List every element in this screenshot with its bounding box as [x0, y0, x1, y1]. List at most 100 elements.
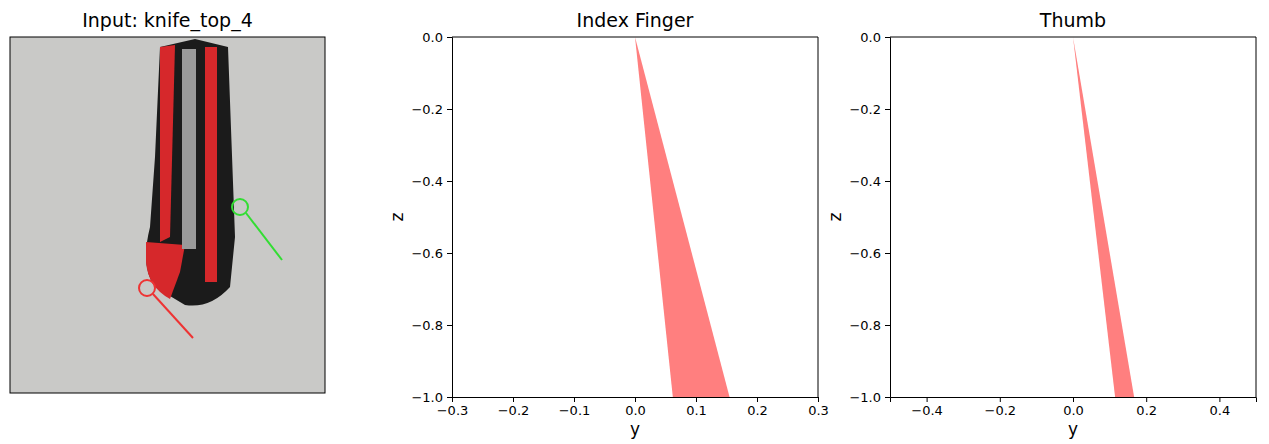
panel-title: Input: knife_top_4	[82, 9, 253, 32]
y-tick-mark	[447, 397, 452, 398]
knife-body	[146, 39, 235, 306]
x-tick-mark	[757, 397, 758, 402]
y-tick-label: 0.0	[860, 30, 881, 45]
x-tick-mark	[635, 397, 636, 402]
x-tick-mark	[574, 397, 575, 402]
x-tick-label: −0.1	[559, 403, 591, 418]
x-axis-line	[453, 398, 819, 403]
y-tick-mark	[447, 253, 452, 254]
y-tick-label: −0.4	[849, 174, 881, 189]
plot-area	[1073, 37, 1134, 397]
x-tick: −0.2	[985, 397, 1017, 418]
y-tick: −0.6	[411, 246, 452, 261]
x-tick-label: −0.2	[985, 403, 1017, 418]
figure: Input: knife_top_4 −0.3 −0.2 −0.1 0.0 0.1 0.2 0…	[0, 0, 1269, 444]
x-tick: −0.1	[559, 397, 591, 418]
x-tick-label: 0.4	[1210, 403, 1231, 418]
y-tick: −0.8	[849, 318, 890, 333]
y-tick-label: −0.8	[849, 318, 881, 333]
y-tick-mark	[885, 253, 890, 254]
x-tick-mark	[1146, 397, 1147, 402]
knife-blade	[182, 49, 196, 249]
plot-area	[635, 37, 730, 397]
x-axis: −0.4 −0.2 0.0 0.2 0.4	[891, 397, 1257, 418]
x-tick-label: −0.4	[911, 403, 943, 418]
x-tick-mark	[818, 397, 819, 402]
knife-end	[146, 242, 185, 299]
x-tick-mark	[927, 397, 928, 402]
frame-top	[890, 37, 1256, 38]
grasp-direction	[153, 294, 193, 338]
x-tick: 0.2	[1136, 397, 1157, 418]
x-tick: 0.0	[1063, 397, 1084, 418]
x-axis-title: y	[1068, 419, 1078, 439]
x-tick-mark	[1073, 397, 1074, 402]
y-axis-title: z	[387, 212, 407, 221]
y-axis: −1.0 −0.8 −0.6 −0.4 −0.2 0.0	[849, 30, 890, 405]
panel-title: Index Finger	[577, 9, 694, 31]
knife-grip	[160, 45, 175, 242]
x-tick: −0.2	[498, 397, 530, 418]
y-tick-mark	[885, 109, 890, 110]
frame-right	[1256, 37, 1257, 397]
grasp-marker	[139, 280, 155, 296]
knife-edge	[205, 47, 217, 282]
y-tick: −0.2	[849, 102, 890, 117]
frame-top	[452, 37, 818, 38]
x-tick: 0.1	[686, 397, 707, 418]
y-tick-mark	[447, 325, 452, 326]
x-tick-mark	[696, 397, 697, 402]
x-tick-label: 0.0	[625, 403, 646, 418]
x-tick-label: 0.1	[686, 403, 707, 418]
grasp-direction	[246, 213, 282, 260]
frame	[10, 37, 325, 393]
x-tick-label: 0.2	[1136, 403, 1157, 418]
x-tick-mark	[1219, 397, 1220, 402]
y-tick-label: −0.2	[411, 102, 443, 117]
panel-title: Thumb	[1039, 9, 1106, 31]
x-tick: 0.2	[747, 397, 768, 418]
x-axis-line	[891, 398, 1257, 403]
x-tick-label: 0.3	[808, 403, 829, 418]
y-tick-mark	[885, 37, 890, 38]
x-tick: −0.4	[911, 397, 943, 418]
x-tick-label: 0.2	[747, 403, 768, 418]
y-tick-label: −0.4	[411, 174, 443, 189]
y-tick-mark	[885, 181, 890, 182]
photo	[10, 37, 325, 393]
y-tick: −0.4	[849, 174, 890, 189]
y-tick: −0.6	[849, 246, 890, 261]
y-tick: −0.2	[411, 102, 452, 117]
y-tick-label: −1.0	[411, 390, 443, 405]
y-tick: 0.0	[860, 30, 890, 45]
frame-right	[818, 37, 819, 397]
y-tick-mark	[885, 397, 890, 398]
y-tick-label: −0.2	[849, 102, 881, 117]
y-tick-mark	[447, 109, 452, 110]
y-axis-line	[885, 38, 891, 398]
y-tick-label: 0.0	[422, 30, 443, 45]
x-axis-title: y	[630, 419, 640, 439]
y-tick: −1.0	[849, 390, 890, 405]
y-tick-label: −0.6	[411, 246, 443, 261]
y-tick: −0.8	[411, 318, 452, 333]
x-tick-mark	[1000, 397, 1001, 402]
image-panel: Input: knife_top_4	[10, 9, 325, 393]
chart-panel: −0.3 −0.2 −0.1 0.0 0.1 0.2 0.3 −1.0 −0.8 −0.6 −0.4…	[387, 9, 828, 439]
photo-background	[10, 37, 325, 393]
x-tick-label: −0.2	[498, 403, 530, 418]
region	[635, 37, 730, 397]
y-axis-title: z	[825, 212, 845, 221]
y-tick: −0.4	[411, 174, 452, 189]
x-tick-label: −0.3	[437, 403, 469, 418]
y-tick-label: −0.6	[849, 246, 881, 261]
y-axis: −1.0 −0.8 −0.6 −0.4 −0.2 0.0	[411, 30, 452, 405]
x-tick: 0.0	[625, 397, 646, 418]
chart-panel: −0.4 −0.2 0.0 0.2 0.4 −1.0 −0.8 −0.6 −0.4 −0.2 0.0…	[825, 9, 1256, 439]
y-tick-mark	[885, 325, 890, 326]
y-tick-label: −1.0	[849, 390, 881, 405]
y-tick: 0.0	[422, 30, 452, 45]
y-tick-label: −0.8	[411, 318, 443, 333]
y-tick: −1.0	[411, 390, 452, 405]
grasp-marker	[232, 199, 248, 215]
